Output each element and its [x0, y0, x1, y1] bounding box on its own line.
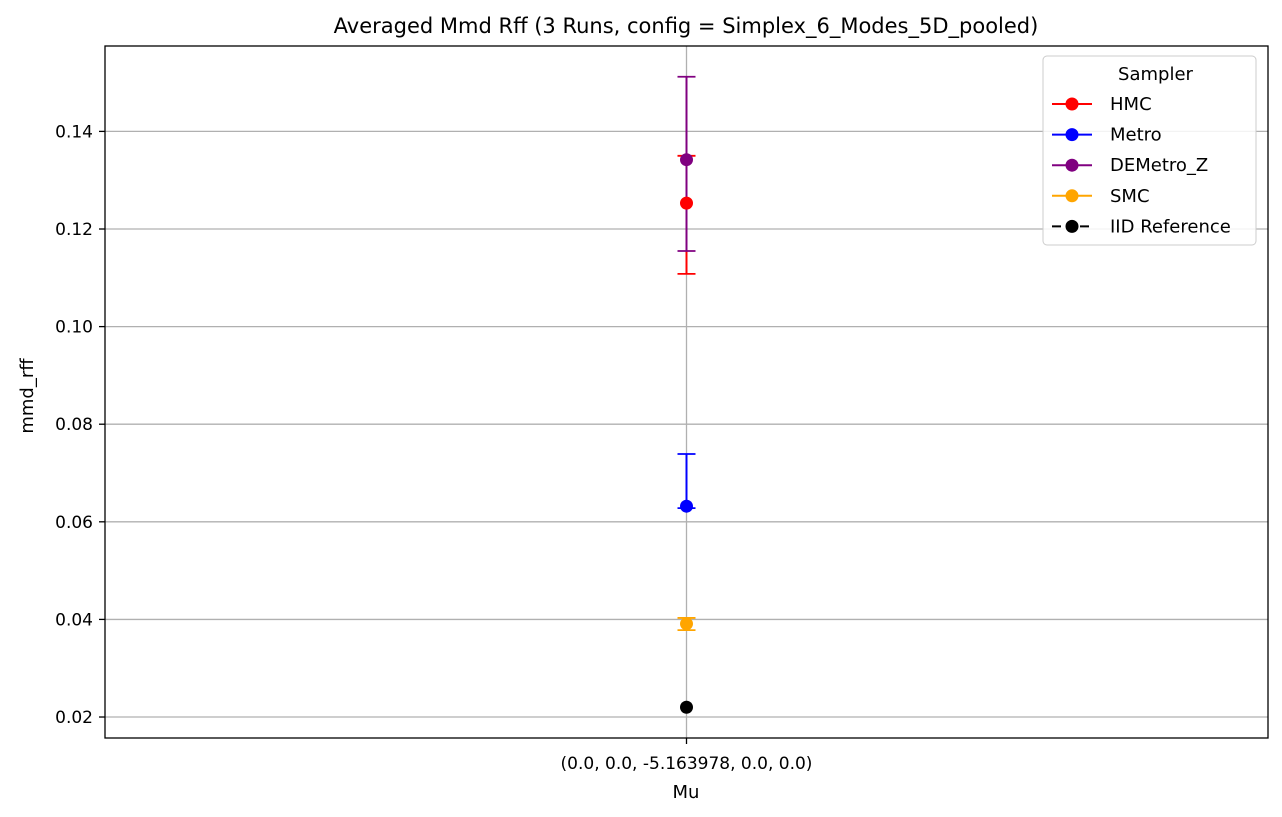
x-axis-label: Mu — [673, 782, 700, 803]
y-tick-label: 0.02 — [55, 708, 93, 728]
legend-box — [1042, 55, 1257, 246]
legend-label: IID Reference — [1110, 216, 1231, 237]
y-tick-label: 0.10 — [55, 318, 93, 338]
legend-label: DEMetro_Z — [1110, 155, 1208, 176]
legend-label: HMC — [1110, 94, 1152, 115]
data-point — [680, 196, 693, 210]
legend-marker — [1065, 158, 1079, 172]
legend-label: SMC — [1110, 186, 1150, 207]
y-tick-label: 0.12 — [55, 220, 93, 240]
legend-label: Metro — [1110, 125, 1162, 146]
chart-title: Averaged Mmd Rff (3 Runs, config = Simpl… — [334, 14, 1039, 39]
y-tick-label: 0.14 — [55, 122, 93, 142]
legend-title: Sampler — [1118, 64, 1193, 85]
x-axis-ticks: (0.0, 0.0, -5.163978, 0.0, 0.0) — [561, 738, 813, 774]
data-point — [680, 499, 693, 513]
legend-marker — [1065, 189, 1079, 203]
data-point — [680, 153, 693, 167]
data-point — [680, 700, 693, 714]
y-tick-label: 0.06 — [55, 513, 93, 533]
y-tick-label: 0.04 — [55, 610, 93, 630]
data-points — [680, 153, 693, 714]
legend-marker — [1065, 97, 1079, 111]
y-axis-ticks: 0.02 0.04 0.06 0.08 0.10 0.12 0.14 — [55, 122, 105, 728]
y-tick-label: 0.08 — [55, 415, 93, 435]
data-point — [680, 617, 693, 631]
legend: Sampler HMC Metro DEMetro_Z SMC IID Reference — [1042, 55, 1257, 246]
x-tick-label: (0.0, 0.0, -5.163978, 0.0, 0.0) — [561, 754, 813, 774]
legend-marker — [1065, 219, 1079, 233]
y-axis-label: mmd_rff — [17, 358, 38, 434]
legend-marker — [1065, 128, 1079, 142]
